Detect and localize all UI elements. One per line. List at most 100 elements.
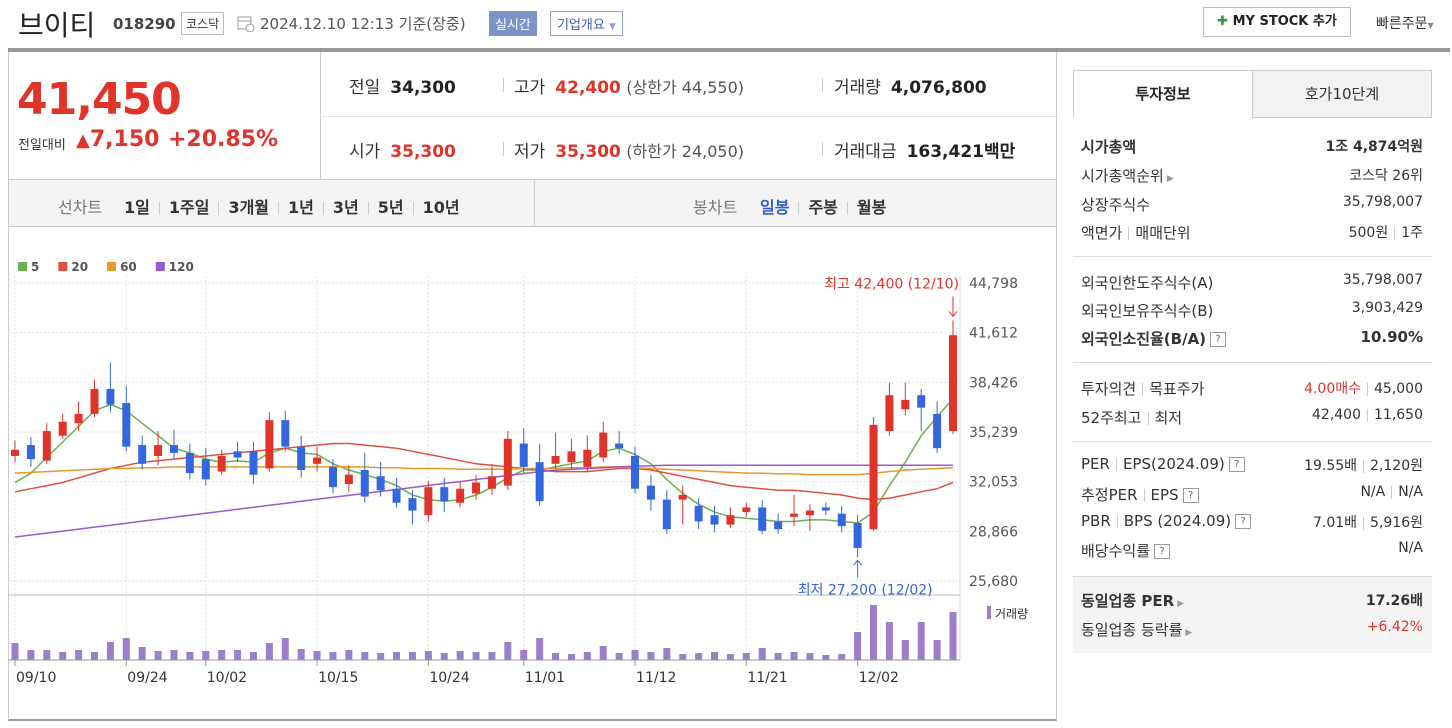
volume-bar xyxy=(106,642,114,660)
volume-bar xyxy=(456,651,464,660)
candle-body xyxy=(313,457,322,464)
candle-chart-label: 봉차트 xyxy=(693,198,738,217)
volume-bar xyxy=(901,640,909,660)
period-option[interactable]: 1일 xyxy=(124,198,150,217)
candle-body xyxy=(567,451,576,463)
info-row: 상장주식수 35,798,007 xyxy=(1081,194,1423,215)
candle-body xyxy=(790,513,799,517)
x-tick-label: 10/24 xyxy=(429,670,469,686)
volume-bar xyxy=(408,652,416,660)
candle-body xyxy=(328,466,337,488)
candle-body xyxy=(885,395,894,432)
label: EPS xyxy=(1150,486,1179,504)
value: N/A xyxy=(1398,540,1423,556)
quote-item: 거래량 4,076,800 xyxy=(834,73,987,98)
value: 42,400 xyxy=(1312,407,1361,423)
ma-line xyxy=(14,464,953,538)
value: 10.90% xyxy=(1360,328,1423,346)
period-option[interactable]: 일봉 xyxy=(760,198,790,217)
volume-bar xyxy=(885,622,893,660)
label: 저가 xyxy=(514,142,546,162)
value: 34,300 xyxy=(390,78,456,98)
label: 거래량 xyxy=(834,78,881,98)
candle-body xyxy=(551,455,560,464)
legend-label: 5 xyxy=(31,260,39,274)
realtime-badge[interactable]: 실시간 xyxy=(489,11,537,36)
label: PER xyxy=(1081,455,1110,473)
value: 5,916원 xyxy=(1370,515,1423,531)
period-option[interactable]: 1주일 xyxy=(168,198,210,217)
period-option[interactable]: 1년 xyxy=(288,198,314,217)
volume-bar xyxy=(726,654,734,660)
value: N/A xyxy=(1360,484,1386,500)
mystock-button[interactable]: ✚ MY STOCK 추가 xyxy=(1203,7,1351,37)
tab[interactable]: 호가10단계 xyxy=(1252,70,1432,118)
label: PBR xyxy=(1081,512,1111,530)
y-tick-label: 32,053 xyxy=(969,475,1018,491)
value: 7.01배 xyxy=(1312,515,1358,531)
info-row: 투자의견 목표주가 4.00매수 45,000 xyxy=(1081,378,1423,399)
divider xyxy=(822,78,823,92)
value: 4,076,800 xyxy=(890,78,987,98)
volume-bar xyxy=(599,646,607,660)
value: 35,798,007 xyxy=(1342,194,1423,210)
volume-bar xyxy=(758,648,766,660)
divider xyxy=(503,142,504,156)
stock-code: 018290 xyxy=(113,15,176,33)
period-option[interactable]: 5년 xyxy=(377,198,404,217)
candle-body xyxy=(487,476,496,489)
candle-body xyxy=(74,413,83,424)
quick-order[interactable]: 빠른주문▼ xyxy=(1376,16,1434,32)
volume-bar xyxy=(345,650,353,660)
period-option[interactable]: 3년 xyxy=(332,198,359,217)
info-row: 동일업종 PER ▶ 17.26배 xyxy=(1081,592,1423,610)
period-option[interactable]: 월봉 xyxy=(856,198,887,217)
x-tick-label: 11/01 xyxy=(525,670,565,686)
value: 500원 xyxy=(1348,225,1389,241)
candle-body xyxy=(11,449,19,456)
candle-body xyxy=(662,499,671,530)
y-tick-label: 44,798 xyxy=(969,276,1018,292)
candle-body xyxy=(185,452,194,474)
volume-bar xyxy=(870,605,878,660)
x-tick-label: 12/02 xyxy=(859,670,899,686)
value: 1주 xyxy=(1401,225,1423,241)
candle-body xyxy=(26,445,35,460)
volume-bar xyxy=(424,651,432,660)
x-tick-label: 09/24 xyxy=(127,670,167,686)
info-row: PBR BPS (2024.09)? 7.01배 5,916원 xyxy=(1081,512,1423,531)
candle-body xyxy=(249,451,258,475)
tab-active[interactable]: 투자정보 xyxy=(1073,70,1253,118)
low-arrow xyxy=(853,559,863,578)
info-row: 52주최고 최저 42,400 11,650 xyxy=(1081,407,1423,428)
volume-bar xyxy=(361,652,369,660)
period-option[interactable]: 10년 xyxy=(422,198,460,217)
volume-bar xyxy=(488,652,496,660)
info-row: 시가총액 1조 4,874억원 xyxy=(1081,136,1423,157)
volume-bar xyxy=(59,652,67,660)
candle-body xyxy=(821,507,830,511)
candle-body xyxy=(376,476,385,491)
volume-bar xyxy=(552,653,560,660)
volume-bar xyxy=(154,651,162,660)
volume-bar xyxy=(138,647,146,660)
candle-body xyxy=(583,449,592,467)
candle-body xyxy=(440,487,449,502)
candle-body xyxy=(599,432,608,458)
period-option[interactable]: 주봉 xyxy=(808,198,838,217)
overview-button[interactable]: 기업개요 ▼ xyxy=(550,11,623,36)
divider xyxy=(218,202,220,215)
volume-bar xyxy=(43,650,51,660)
period-option[interactable]: 3개월 xyxy=(228,198,270,217)
volume-bar xyxy=(265,643,273,660)
quote-item: 저가 35,300 (하한가 24,050) xyxy=(514,137,744,162)
y-tick-label: 25,680 xyxy=(969,574,1018,590)
info-row: 동일업종 등락률 ▶ +6.42% xyxy=(1081,619,1423,639)
divider xyxy=(278,202,280,215)
volume-label: 거래량 xyxy=(995,607,1028,621)
candle-body xyxy=(678,494,687,500)
candle-body xyxy=(774,521,783,530)
legend-label: 20 xyxy=(71,260,88,274)
volume-bar xyxy=(790,652,798,660)
